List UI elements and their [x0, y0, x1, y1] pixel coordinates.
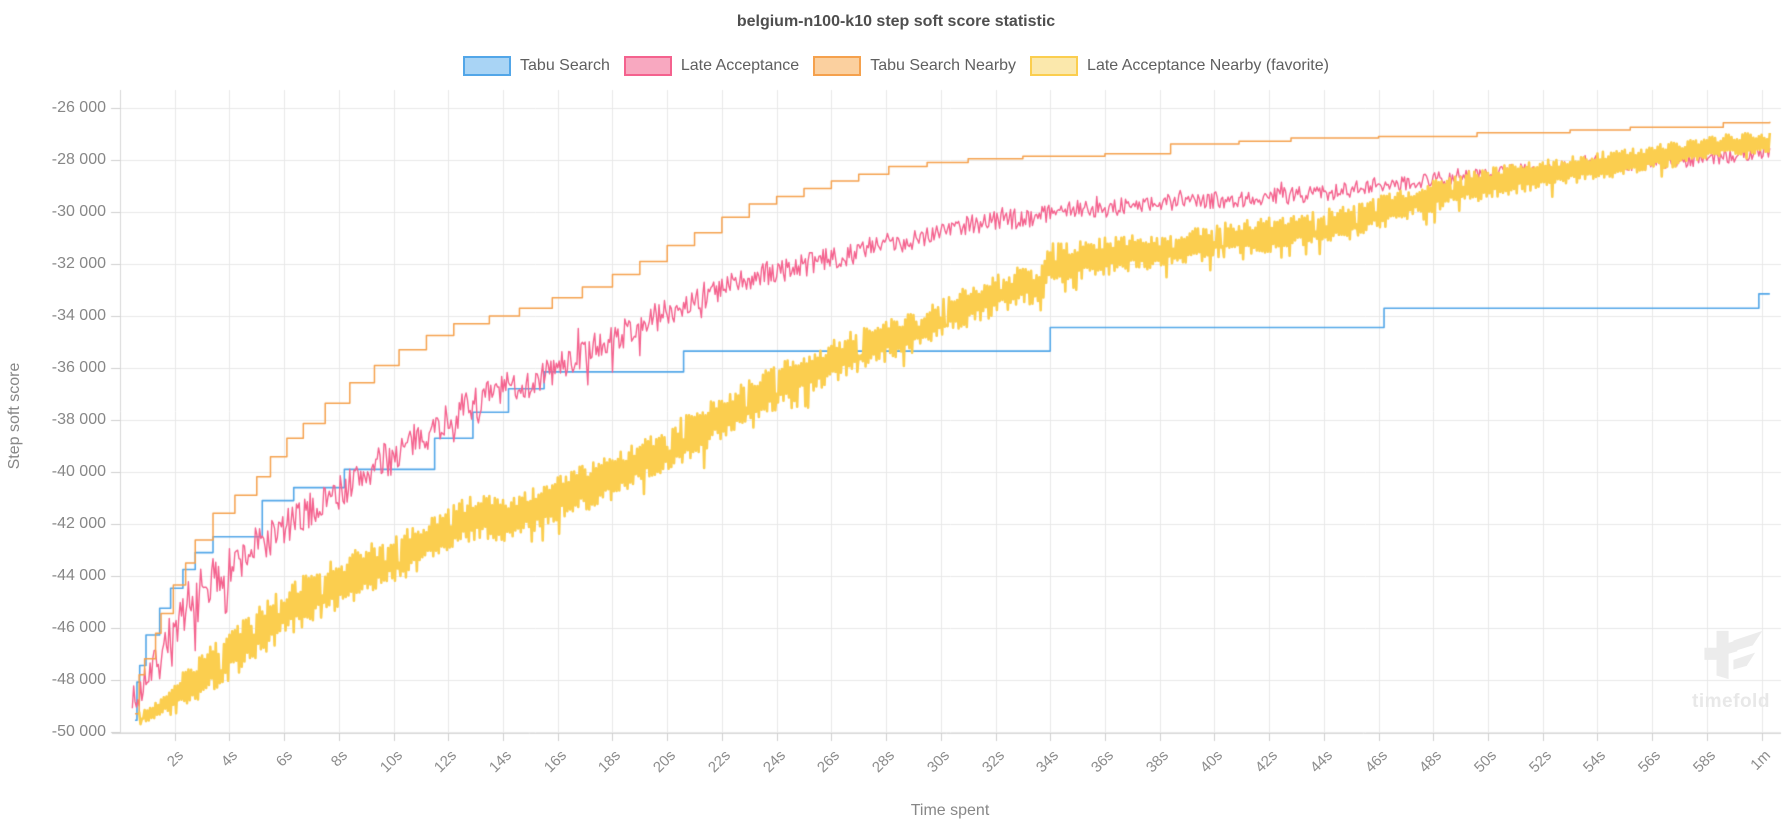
y-tick-label: -42 000: [51, 515, 106, 532]
legend-swatch-icon: [463, 56, 512, 76]
y-tick-label: -36 000: [51, 359, 106, 376]
legend-item-1[interactable]: Late Acceptance: [623, 56, 800, 76]
legend-label: Tabu Search: [520, 57, 610, 74]
legend-label: Tabu Search Nearby: [870, 57, 1017, 74]
y-tick-label: -48 000: [51, 671, 106, 688]
y-tick-label: -30 000: [51, 203, 106, 220]
y-tick-label: -34 000: [51, 307, 106, 324]
y-tick-label: -38 000: [51, 411, 106, 428]
x-axis-title: Time spent: [910, 802, 990, 819]
legend-item-0[interactable]: Tabu Search: [463, 56, 610, 76]
legend: Tabu Search Late Acceptance Tabu Search Ne…: [0, 56, 1792, 76]
legend-label: Late Acceptance: [680, 57, 800, 74]
legend-item-3[interactable]: Late Acceptance Nearby (favorite): [1030, 56, 1329, 76]
y-tick-label: -44 000: [51, 567, 106, 584]
legend-swatch-icon: [813, 56, 862, 76]
y-tick-label: -28 000: [51, 151, 106, 168]
y-tick-label: -40 000: [51, 463, 106, 480]
y-tick-label: -32 000: [51, 255, 106, 272]
legend-swatch-icon: [623, 56, 672, 76]
legend-item-2[interactable]: Tabu Search Nearby: [813, 56, 1016, 76]
y-tick-label: -26 000: [51, 99, 106, 116]
y-tick-label: -46 000: [51, 619, 106, 636]
y-tick-label: -50 000: [51, 723, 106, 740]
legend-swatch-icon: [1030, 56, 1079, 76]
chart-title: belgium-n100-k10 step soft score statist…: [736, 13, 1056, 30]
legend-label: Late Acceptance Nearby (favorite): [1087, 57, 1329, 74]
